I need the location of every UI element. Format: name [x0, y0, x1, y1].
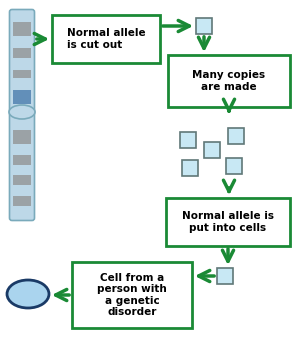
Bar: [13, 48, 31, 58]
Text: Normal allele
is cut out: Normal allele is cut out: [67, 28, 145, 50]
FancyBboxPatch shape: [168, 55, 290, 107]
Bar: [13, 155, 31, 165]
Bar: [182, 160, 198, 176]
Bar: [13, 130, 31, 144]
Bar: [226, 158, 242, 174]
Bar: [13, 70, 31, 78]
Bar: [13, 175, 31, 185]
Bar: [204, 142, 220, 158]
FancyBboxPatch shape: [9, 10, 34, 221]
Text: Normal allele is
put into cells: Normal allele is put into cells: [182, 211, 274, 233]
Bar: [13, 196, 31, 206]
Bar: [13, 22, 31, 36]
Text: Cell from a
person with
a genetic
disorder: Cell from a person with a genetic disord…: [97, 273, 167, 317]
Bar: [180, 132, 196, 148]
Bar: [13, 90, 31, 104]
Text: Many copies
are made: Many copies are made: [192, 70, 266, 92]
FancyBboxPatch shape: [72, 262, 192, 328]
Ellipse shape: [7, 280, 49, 308]
Bar: [196, 18, 212, 34]
Bar: [217, 268, 233, 284]
Ellipse shape: [9, 105, 35, 119]
FancyBboxPatch shape: [166, 198, 290, 246]
FancyBboxPatch shape: [52, 15, 160, 63]
Bar: [228, 128, 244, 144]
